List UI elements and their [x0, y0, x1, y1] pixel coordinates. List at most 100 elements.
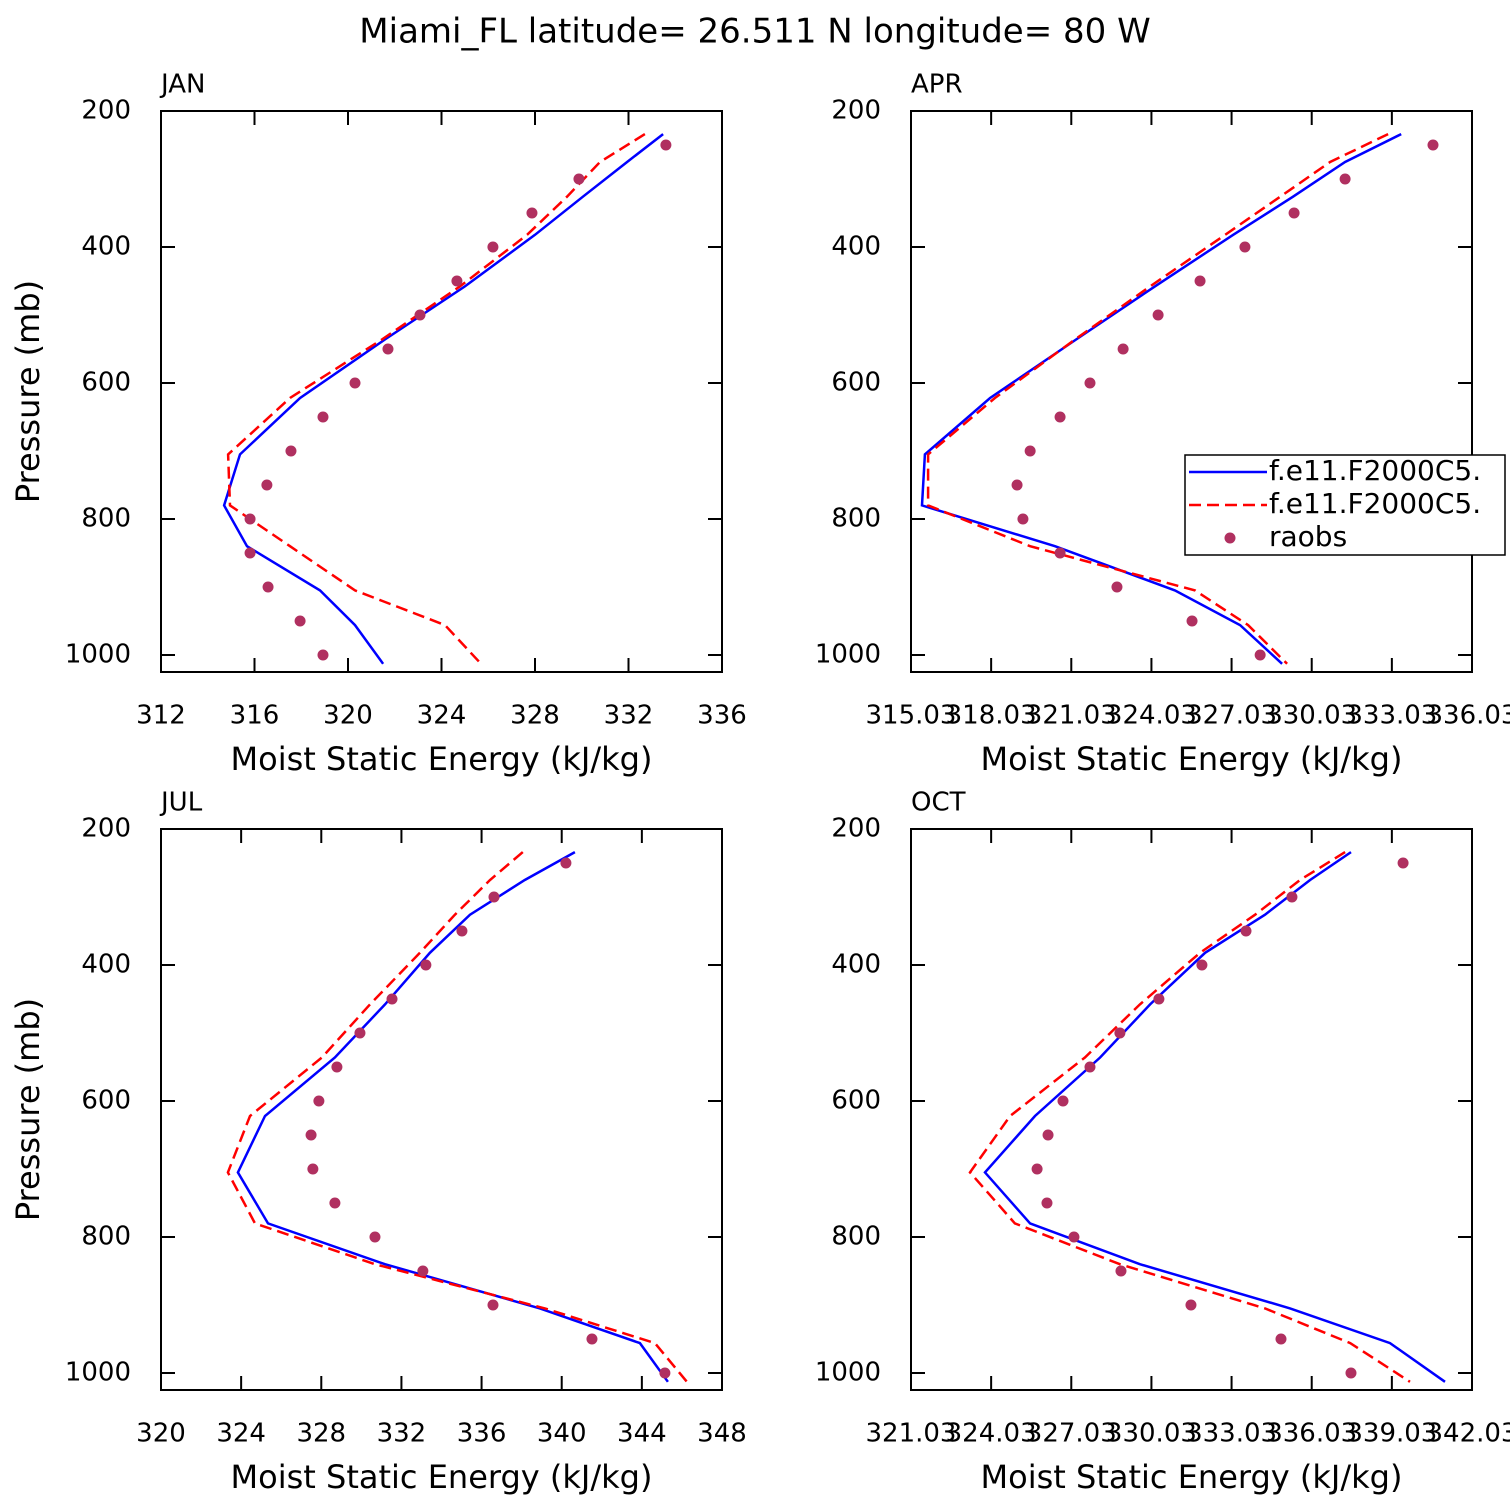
panel: APR315.03318.03321.03324.03327.03330.033… — [815, 70, 1510, 779]
x-tick-label: 348 — [697, 1419, 747, 1449]
x-tick-label: 327.03 — [1186, 701, 1277, 731]
y-tick-label: 800 — [831, 1222, 881, 1252]
data-line — [236, 851, 669, 1383]
data-point — [1186, 615, 1198, 627]
x-axis-label: Moist Static Energy (kJ/kg) — [231, 1458, 653, 1496]
data-point — [1275, 1333, 1287, 1345]
data-point — [386, 993, 398, 1005]
data-line — [920, 132, 1402, 665]
x-tick-label: 321.03 — [1026, 701, 1117, 731]
data-point — [369, 1231, 381, 1243]
plot-frame — [160, 110, 723, 673]
data-point — [1057, 1095, 1069, 1107]
y-tick-label: 600 — [831, 1086, 881, 1116]
data-point — [1041, 1197, 1053, 1209]
data-point — [1024, 445, 1036, 457]
legend-marker — [1224, 532, 1236, 544]
plot-frame — [910, 828, 1473, 1391]
data-point — [1286, 891, 1298, 903]
y-tick-label: 1000 — [815, 640, 881, 670]
data-point — [1031, 1163, 1043, 1175]
data-point — [1017, 513, 1029, 525]
data-point — [1084, 377, 1096, 389]
data-line — [226, 133, 646, 665]
data-point — [1240, 925, 1252, 937]
data-point — [1345, 1367, 1357, 1379]
x-axis-label: Moist Static Energy (kJ/kg) — [981, 1458, 1403, 1496]
data-point — [1011, 479, 1023, 491]
panel-title: JUL — [159, 788, 203, 818]
x-tick-label: 336.03 — [1266, 1419, 1357, 1449]
y-tick-label: 200 — [831, 814, 881, 844]
y-tick-label: 600 — [81, 368, 131, 398]
y-tick-label: 400 — [81, 950, 131, 980]
panel: JUL 320 324 328 332 336 340 344 348 200 400 600 800 1… — [9, 788, 747, 1497]
panel-title: APR — [911, 70, 963, 100]
data-point — [1194, 275, 1206, 287]
x-tick-label: 324.03 — [946, 1419, 1037, 1449]
x-tick-label: 316 — [230, 701, 280, 731]
y-tick-label: 400 — [831, 950, 881, 980]
y-tick-label: 200 — [831, 96, 881, 126]
y-tick-label: 1000 — [65, 1358, 131, 1388]
y-tick-label: 1000 — [815, 1358, 881, 1388]
data-point — [244, 513, 256, 525]
data-line — [226, 851, 688, 1383]
x-tick-label: 339.03 — [1346, 1419, 1437, 1449]
data-point — [586, 1333, 598, 1345]
legend-label: raobs — [1269, 520, 1347, 553]
x-tick-label: 312 — [136, 701, 186, 731]
y-tick-label: 800 — [831, 504, 881, 534]
x-tick-label: 330.03 — [1106, 1419, 1197, 1449]
data-layer — [222, 133, 672, 665]
data-line — [222, 133, 664, 665]
panel: OCT321.03324.03327.03330.03333.03336.033… — [815, 788, 1510, 1497]
y-axis-label: Pressure (mb) — [9, 280, 47, 503]
x-tick-label: 324.03 — [1106, 701, 1197, 731]
y-axis-label: Pressure (mb) — [9, 998, 47, 1221]
data-point — [488, 891, 500, 903]
x-tick-label: 315.03 — [866, 701, 957, 731]
data-point — [307, 1163, 319, 1175]
data-point — [382, 343, 394, 355]
data-line — [968, 851, 1411, 1383]
data-point — [1068, 1231, 1080, 1243]
x-tick-label: 328 — [510, 701, 560, 731]
y-tick-label: 600 — [831, 368, 881, 398]
x-tick-label: 332 — [377, 1419, 427, 1449]
data-point — [417, 1265, 429, 1277]
data-point — [1427, 139, 1439, 151]
y-tick-label: 400 — [81, 232, 131, 262]
x-tick-label: 342.03 — [1427, 1419, 1510, 1449]
data-point — [1042, 1129, 1054, 1141]
x-tick-label: 332 — [604, 701, 654, 731]
data-point — [1117, 343, 1129, 355]
data-point — [487, 241, 499, 253]
x-tick-label: 318.03 — [946, 701, 1037, 731]
x-tick-label: 328 — [296, 1419, 346, 1449]
legend: f.e11.F2000C5.f.e11.F2000C5.raobs — [1184, 454, 1506, 556]
data-point — [1254, 649, 1266, 661]
figure-title: Miami_FL latitude= 26.511 N longitude= 8… — [359, 12, 1150, 52]
plot-frame — [160, 828, 723, 1391]
data-point — [420, 959, 432, 971]
x-tick-label: 324 — [417, 701, 467, 731]
data-point — [1114, 1027, 1126, 1039]
data-layer — [226, 851, 688, 1383]
data-point — [1196, 959, 1208, 971]
data-point — [305, 1129, 317, 1141]
data-layer — [968, 851, 1446, 1383]
x-tick-label: 333.03 — [1346, 701, 1437, 731]
data-point — [560, 857, 572, 869]
data-point — [294, 615, 306, 627]
data-point — [329, 1197, 341, 1209]
y-tick-label: 200 — [81, 96, 131, 126]
data-point — [451, 275, 463, 287]
data-point — [244, 547, 256, 559]
data-point — [349, 377, 361, 389]
y-tick-label: 400 — [831, 232, 881, 262]
x-tick-label: 321.03 — [866, 1419, 957, 1449]
data-point — [526, 207, 538, 219]
